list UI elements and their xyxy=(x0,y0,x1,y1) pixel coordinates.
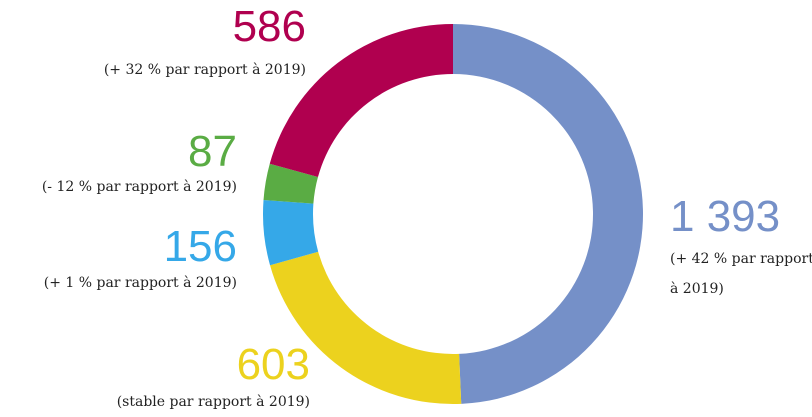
value-label: 156 xyxy=(163,222,237,271)
donut-slice xyxy=(270,251,462,404)
annotation: (stable par rapport à 2019) xyxy=(116,394,310,410)
value-label: 586 xyxy=(232,2,306,51)
donut-slice xyxy=(263,163,318,204)
value-label: 1 393 xyxy=(670,192,781,241)
annotation: (+ 32 % par rapport à 2019) xyxy=(103,62,306,78)
donut-slice xyxy=(263,199,319,266)
annotation: (- 12 % par rapport à 2019) xyxy=(41,179,237,195)
donut-slice xyxy=(453,24,644,404)
annotation: (+ 42 % par rapport à 2019) xyxy=(670,251,812,297)
donut-slice xyxy=(269,24,453,178)
annotation: (+ 1 % par rapport à 2019) xyxy=(43,275,237,291)
value-label: 603 xyxy=(236,340,310,389)
value-label: 87 xyxy=(188,127,237,176)
